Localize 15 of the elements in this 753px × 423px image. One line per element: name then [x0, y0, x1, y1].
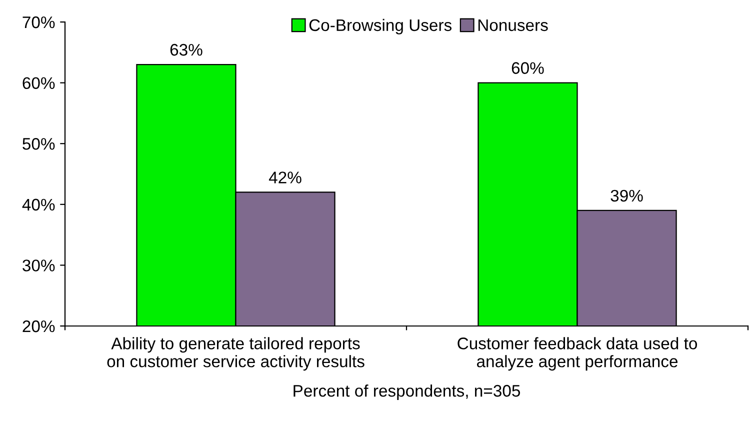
- x-axis-title: Percent of respondents, n=305: [294, 384, 520, 400]
- legend-label: Co-Browsing Users: [309, 18, 452, 34]
- x-tick-label: Customer feedback data used to analyze agent performance: [458, 337, 698, 371]
- y-tick-label: 70%: [22, 16, 55, 28]
- data-label: 63%: [170, 44, 202, 56]
- legend-label: Nonusers: [478, 19, 548, 32]
- y-tick-label: 30%: [22, 260, 55, 272]
- data-label: 60%: [512, 62, 544, 74]
- y-tick-label: 40%: [22, 198, 55, 211]
- y-tick-label: 60%: [22, 77, 55, 90]
- data-label: 42%: [268, 172, 302, 184]
- data-label: 39%: [610, 190, 643, 202]
- y-tick-label: 50%: [22, 138, 55, 150]
- x-tick-label: Ability to generate tailored reports on customer service activity results: [107, 337, 364, 371]
- y-tick-label: 20%: [22, 320, 55, 332]
